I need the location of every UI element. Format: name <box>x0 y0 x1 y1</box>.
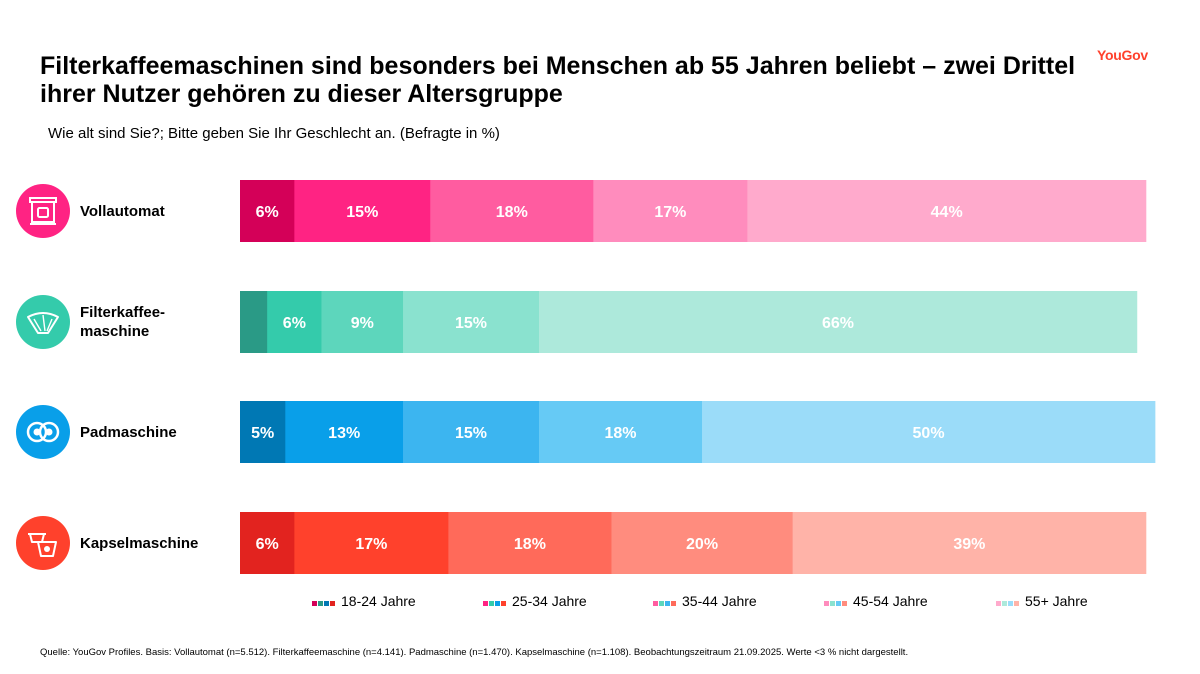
legend-swatch <box>483 593 507 609</box>
data-label: 15% <box>346 204 378 221</box>
data-label: 6% <box>283 315 306 332</box>
bar-segment <box>240 180 295 242</box>
legend-item: 25-34 Jahre <box>483 593 587 609</box>
legend-label: 18-24 Jahre <box>341 593 416 609</box>
category-label: Vollautomat <box>80 202 230 221</box>
category-label: Kapselmaschine <box>80 534 230 553</box>
data-label: 15% <box>455 315 487 332</box>
data-label: 18% <box>496 204 528 221</box>
category-label-line: maschine <box>80 323 150 340</box>
data-label: 9% <box>351 315 374 332</box>
data-label: 50% <box>913 425 945 442</box>
data-label: 17% <box>355 536 387 553</box>
category-label-line: Kapselmaschine <box>80 534 199 552</box>
legend-swatch <box>312 593 336 609</box>
legend-label: 35-44 Jahre <box>682 593 757 609</box>
category-label-line: Vollautomat <box>80 202 165 220</box>
bar-segment <box>285 401 404 463</box>
legend-swatch <box>996 593 1020 609</box>
bar-segment <box>240 291 268 353</box>
data-label: 6% <box>256 536 279 553</box>
data-label: 18% <box>605 425 637 442</box>
coffee-capsule-icon <box>16 516 70 570</box>
data-label: 66% <box>822 315 854 332</box>
legend-label: 25-34 Jahre <box>512 593 587 609</box>
legend-item: 45-54 Jahre <box>824 593 928 609</box>
data-label: 17% <box>654 204 686 221</box>
legend-item: 35-44 Jahre <box>653 593 757 609</box>
bar-segment <box>430 180 594 242</box>
legend-swatch <box>653 593 677 609</box>
bar-segment <box>240 512 295 574</box>
coffee-filter-icon <box>16 295 70 349</box>
category-label-line: Filterkaffee- <box>80 304 166 321</box>
data-label: 15% <box>455 425 487 442</box>
data-label: 44% <box>931 204 963 221</box>
source-note: Quelle: YouGov Profiles. Basis: Vollauto… <box>40 647 909 658</box>
bar-segment <box>403 291 540 353</box>
coffee-pad-icon <box>16 405 70 459</box>
legend-item: 18-24 Jahre <box>312 593 416 609</box>
bar-segment <box>538 401 703 463</box>
legend-item: 55+ Jahre <box>996 593 1088 609</box>
data-label: 39% <box>953 536 985 553</box>
data-label: 18% <box>514 536 546 553</box>
bar-segment <box>448 512 612 574</box>
chart-subtitle: Wie alt sind Sie?; Bitte geben Sie Ihr G… <box>48 125 500 142</box>
bar-segment <box>403 401 540 463</box>
legend-label: 55+ Jahre <box>1025 593 1088 609</box>
category-label: Padmaschine <box>80 423 230 442</box>
legend-swatch <box>824 593 848 609</box>
legend: 18-24 Jahre 25-34 Jahre 35-44 Jahre 45-54 J… <box>0 593 1200 613</box>
bar-segment <box>792 512 1147 574</box>
data-label: 20% <box>686 536 718 553</box>
bar-segment <box>747 180 1147 242</box>
bar-segment <box>321 291 404 353</box>
bar-segment <box>702 401 1156 463</box>
data-label: 13% <box>328 425 360 442</box>
bar-segment <box>538 291 1138 353</box>
bar-segment <box>611 512 793 574</box>
category-label-line: Padmaschine <box>80 423 177 441</box>
data-label: 6% <box>256 204 279 221</box>
legend-label: 45-54 Jahre <box>853 593 928 609</box>
category-label: Filterkaffee-maschine <box>80 303 230 341</box>
data-label: 5% <box>251 425 274 442</box>
bar-segment <box>267 291 322 353</box>
bar-segment <box>294 512 449 574</box>
coffee-machine-icon <box>16 184 70 238</box>
bar-segment <box>240 401 286 463</box>
bar-segment <box>294 180 431 242</box>
chart-title: Filterkaffeemaschinen sind besonders bei… <box>40 52 1076 108</box>
bar-segment <box>593 180 748 242</box>
yougov-logo: YouGov <box>1097 47 1148 63</box>
